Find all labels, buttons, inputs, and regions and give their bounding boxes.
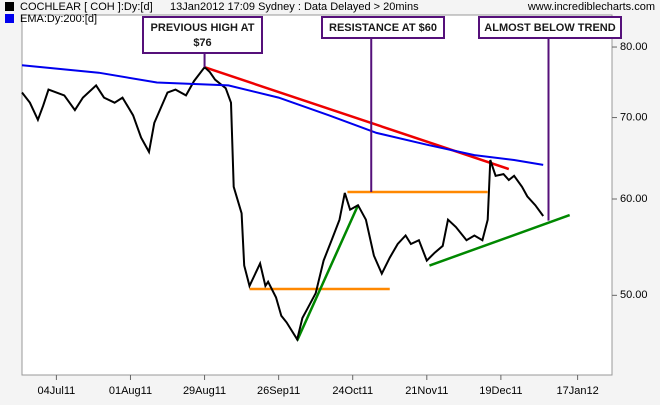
x-tick-label: 21Nov11 <box>405 385 448 397</box>
legend-entry: COCHLEAR [ COH ]:Dy:[d] <box>20 1 153 13</box>
x-tick-label: 26Sep11 <box>257 385 300 397</box>
x-tick-label: 19Dec11 <box>479 385 522 397</box>
trend-line <box>296 204 360 342</box>
x-tick-label: 29Aug11 <box>183 385 226 397</box>
annotation-text: ALMOST BELOW TREND <box>484 22 615 34</box>
annotation-box <box>142 16 263 54</box>
price-line <box>21 64 544 166</box>
legend-swatch <box>5 14 14 23</box>
y-tick-label: 50.00 <box>620 289 648 301</box>
plot-area <box>21 14 613 376</box>
x-tick-label: 24Oct11 <box>332 385 373 397</box>
x-tick-label: 01Aug11 <box>109 385 152 397</box>
watermark: www.incrediblecharts.com <box>527 1 655 13</box>
y-tick-label: 80.00 <box>620 41 648 53</box>
subtitle: 13Jan2012 17:09 Sydney : Data Delayed > … <box>170 1 419 13</box>
x-tick-label: 04Jul11 <box>38 385 76 397</box>
annotation-box <box>321 16 445 39</box>
legend-entry: EMA:Dy:200:[d] <box>20 13 97 25</box>
x-tick-label: 17Jan12 <box>556 385 598 397</box>
annotation-text: PREVIOUS HIGH AT <box>151 22 255 34</box>
legend-swatch <box>5 2 14 11</box>
annotation-text: RESISTANCE AT $60 <box>329 22 437 34</box>
price-line <box>21 65 545 342</box>
annotation-text: $76 <box>193 37 211 49</box>
y-tick-label: 70.00 <box>620 111 648 123</box>
y-tick-label: 60.00 <box>620 193 648 205</box>
annotation-box <box>478 16 622 39</box>
trend-line <box>429 213 571 267</box>
